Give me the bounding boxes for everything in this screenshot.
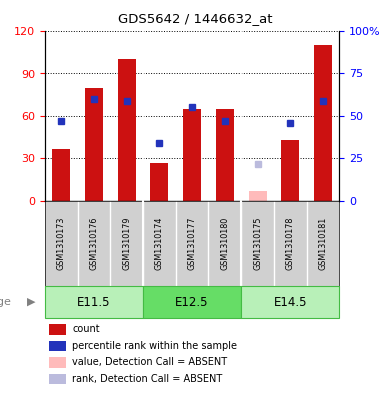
Text: E11.5: E11.5 — [77, 296, 111, 309]
Text: value, Detection Call = ABSENT: value, Detection Call = ABSENT — [72, 357, 227, 367]
Text: E14.5: E14.5 — [273, 296, 307, 309]
Text: E12.5: E12.5 — [176, 296, 209, 309]
Bar — [183, 109, 201, 201]
Text: GSM1310173: GSM1310173 — [57, 217, 66, 270]
Bar — [45, 286, 143, 318]
Bar — [118, 59, 136, 201]
Bar — [241, 286, 339, 318]
Bar — [281, 140, 299, 201]
Text: GSM1310175: GSM1310175 — [253, 217, 262, 270]
Bar — [49, 357, 66, 367]
Text: GSM1310180: GSM1310180 — [220, 217, 229, 270]
Text: ▶: ▶ — [27, 297, 35, 307]
Text: GSM1310174: GSM1310174 — [155, 217, 164, 270]
Bar — [49, 373, 66, 384]
Text: GSM1310177: GSM1310177 — [188, 217, 197, 270]
Text: GSM1310179: GSM1310179 — [122, 217, 131, 270]
Text: percentile rank within the sample: percentile rank within the sample — [72, 341, 237, 351]
Bar — [151, 163, 168, 201]
Text: age: age — [0, 297, 12, 307]
Bar — [52, 149, 70, 201]
Text: rank, Detection Call = ABSENT: rank, Detection Call = ABSENT — [72, 374, 222, 384]
Text: GSM1310178: GSM1310178 — [286, 217, 295, 270]
Bar — [85, 88, 103, 201]
Text: GSM1310176: GSM1310176 — [89, 217, 98, 270]
Bar — [216, 109, 234, 201]
Text: GDS5642 / 1446632_at: GDS5642 / 1446632_at — [118, 12, 272, 25]
Bar — [248, 191, 266, 201]
Bar — [314, 45, 332, 201]
Bar — [49, 340, 66, 351]
Bar — [49, 324, 66, 334]
Text: count: count — [72, 324, 100, 334]
Bar — [143, 286, 241, 318]
Text: GSM1310181: GSM1310181 — [319, 217, 328, 270]
